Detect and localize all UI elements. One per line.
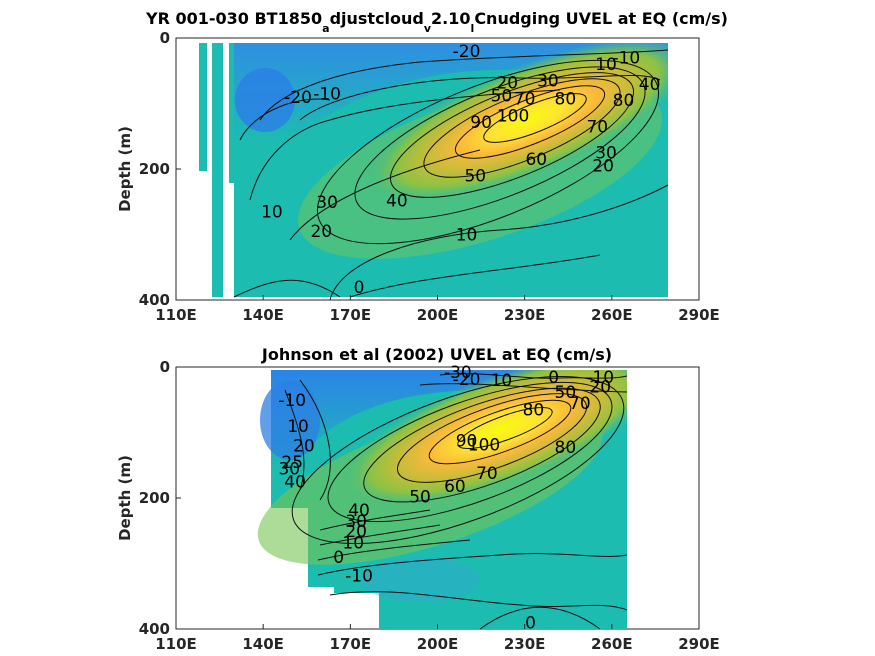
top-title: YR 001-030 BT1850adjustcloudv2.10lCnudgi… — [145, 9, 728, 35]
bottom-heatmap — [257, 370, 628, 629]
top-contour-label: 30 — [595, 144, 617, 164]
bottom-deep-westward — [360, 558, 480, 602]
top-gap-2 — [223, 43, 229, 299]
bottom-x-tick-label: 230E — [504, 635, 546, 653]
top-contour-label: 90 — [470, 113, 492, 133]
bottom-contour-label: 50 — [409, 488, 431, 508]
top-heatmap — [199, 43, 669, 300]
bottom-contour-label: 40 — [348, 501, 370, 521]
bottom-contour-label: -20 — [453, 370, 481, 390]
top-contour-label: 20 — [496, 74, 518, 94]
top-contour-label: 10 — [456, 226, 478, 246]
bottom-contour-label: 80 — [555, 438, 577, 458]
bottom-contours — [284, 373, 628, 629]
top-x-tick-label: 200E — [417, 306, 459, 324]
top-contour-label: 30 — [537, 72, 559, 92]
bottom-x-tick-label: 290E — [678, 635, 720, 653]
top-y-tick-label: 200 — [139, 160, 170, 178]
top-contour-label: 0 — [354, 278, 365, 298]
bottom-core — [271, 370, 627, 629]
top-sliver-2 — [212, 43, 223, 297]
top-sliver-3 — [229, 43, 234, 183]
bottom-contour-label: 20 — [589, 378, 611, 398]
bottom-contour-label: 70 — [569, 394, 591, 414]
bottom-contour-label: 25 — [281, 453, 303, 473]
bottom-contour-label: 50 — [555, 383, 577, 403]
bottom-x-tick-label: 200E — [417, 635, 459, 653]
top-contours — [233, 49, 669, 300]
bottom-contour-label: 0 — [548, 368, 559, 388]
bottom-contour-label: 80 — [523, 401, 545, 421]
bottom-contour-label: 10 — [342, 534, 364, 554]
bottom-contour-label: 60 — [444, 477, 466, 497]
bottom-x-tick-label: 170E — [330, 635, 372, 653]
bottom-contour-label: 20 — [293, 437, 315, 457]
bottom-contour-label: -10 — [278, 391, 306, 411]
bottom-contour-label: 70 — [476, 464, 498, 484]
top-x-tick-label: 230E — [504, 306, 546, 324]
bottom-y-tick-label: 200 — [139, 489, 170, 507]
top-contour-label: 50 — [464, 167, 486, 187]
top-contour-label: 10 — [595, 55, 617, 75]
bottom-contour-label: 90 — [456, 431, 478, 451]
bottom-contour-label: -10 — [586, 368, 614, 388]
bottom-contour-label: 40 — [284, 473, 306, 493]
bottom-contour-label: 30 — [278, 460, 300, 480]
top-sliver-1 — [199, 43, 207, 171]
top-contour-label: 60 — [525, 150, 547, 170]
top-contour-label: 80 — [555, 89, 577, 109]
bottom-contour-label: -10 — [345, 566, 373, 586]
top-x-tick-label: 260E — [591, 306, 633, 324]
bottom-ylabel: Depth (m) — [116, 455, 134, 541]
top-contour-label: 50 — [491, 87, 513, 107]
top-x-tick-label: 170E — [330, 306, 372, 324]
top-contour-label: 100 — [497, 106, 529, 126]
bottom-contour-label: -30 — [444, 363, 472, 383]
bottom-y-tick-label: 400 — [139, 620, 170, 638]
top-contour-label: 40 — [639, 75, 661, 95]
bottom-contour-label: 30 — [345, 512, 367, 532]
bottom-contour-label: 10 — [491, 371, 513, 391]
bottom-contour-label: 20 — [345, 522, 367, 542]
bottom-title: Johnson et al (2002) UVEL at EQ (cm/s) — [261, 345, 612, 364]
bottom-x-tick-label: 140E — [242, 635, 284, 653]
bottom-contour-label: 0 — [525, 613, 536, 633]
top-contour-label: -10 — [313, 85, 341, 105]
top-x-tick-label: 110E — [155, 306, 197, 324]
top-y-tick-label: 0 — [160, 29, 170, 47]
bottom-x-tick-label: 110E — [155, 635, 197, 653]
bottom-x-tick-label: 260E — [591, 635, 633, 653]
top-contour-label: 20 — [310, 222, 332, 242]
top-contour-label: 70 — [586, 117, 608, 137]
top-contour-label: -20 — [284, 88, 312, 108]
bottom-contour-label: 10 — [287, 417, 309, 437]
bottom-y-tick-label: 0 — [160, 358, 170, 376]
bottom-contour-label: 100 — [468, 435, 500, 455]
top-contour-label: 10 — [261, 203, 283, 223]
top-x-tick-label: 290E — [678, 306, 720, 324]
top-contour-label: -10 — [612, 49, 640, 69]
top-contour-label: -20 — [453, 42, 481, 62]
top-contour-label: 80 — [613, 91, 635, 111]
top-contour-label: 70 — [514, 89, 536, 109]
bottom-contour-label: 0 — [333, 548, 344, 568]
top-contour-label: 40 — [386, 191, 408, 211]
top-contour-label: 30 — [316, 193, 338, 213]
top-contour-label: 20 — [592, 157, 614, 177]
top-y-tick-label: 400 — [139, 291, 170, 309]
top-x-tick-label: 140E — [242, 306, 284, 324]
top-gap-1 — [207, 171, 212, 297]
top-ylabel: Depth (m) — [116, 126, 134, 212]
